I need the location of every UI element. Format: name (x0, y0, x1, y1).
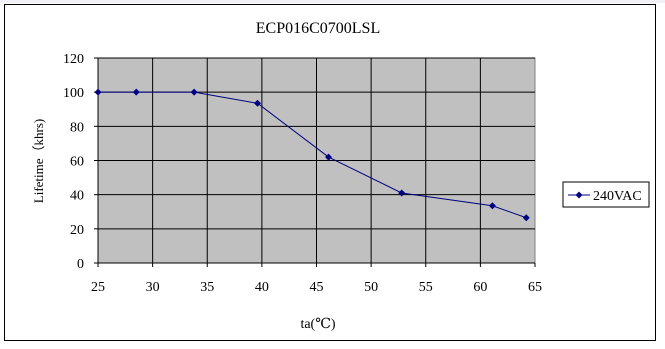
data-point-marker (132, 88, 140, 96)
y-tick-label: 0 (77, 257, 84, 272)
legend-series-marker (575, 191, 583, 199)
x-tick-label: 60 (473, 280, 487, 295)
y-axis-label: Lifetime（khrs) (31, 119, 46, 203)
x-tick-label: 30 (146, 280, 160, 295)
chart-title: ECP016C0700LSL (256, 20, 380, 37)
series-line (98, 91, 527, 219)
y-tick-label: 100 (63, 86, 84, 101)
data-point-marker (190, 88, 198, 96)
data-point-marker (398, 189, 406, 197)
data-point-marker (254, 99, 262, 107)
x-tick-label: 40 (255, 280, 269, 295)
x-tick-label: 55 (419, 280, 433, 295)
data-point-marker (488, 202, 496, 210)
x-tick-label: 65 (528, 280, 542, 295)
window-top-edge (0, 0, 665, 3)
x-tick-label: 45 (310, 280, 324, 295)
data-point-marker (325, 153, 333, 161)
x-tick-label: 50 (364, 280, 378, 295)
data-point-marker (522, 214, 530, 222)
series-layer (94, 88, 530, 222)
x-axis-label: ta(℃) (300, 317, 335, 332)
y-tick-label: 60 (70, 155, 84, 170)
legend: 240VAC (562, 181, 650, 208)
y-tick-labels: 0 20 40 60 80 100 120 (63, 52, 84, 272)
x-tick-label: 25 (91, 280, 105, 295)
data-point-marker (94, 88, 102, 96)
legend-series-label: 240VAC (593, 189, 642, 204)
y-tick-label: 20 (70, 223, 84, 238)
x-tick-labels: 25 30 35 40 45 50 55 60 65 (91, 280, 542, 295)
x-tick-label: 35 (200, 280, 214, 295)
grid-lines (98, 57, 535, 263)
y-tick-label: 80 (70, 120, 84, 135)
y-tick-label: 40 (70, 189, 84, 204)
y-tick-label: 120 (63, 52, 84, 67)
